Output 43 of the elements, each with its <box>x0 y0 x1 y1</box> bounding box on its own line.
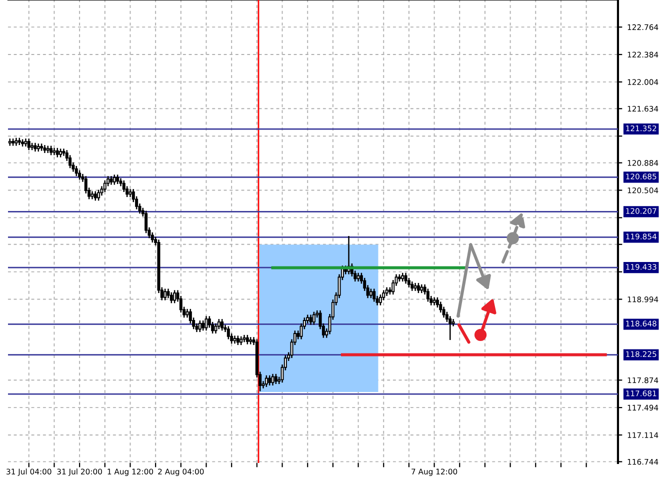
candlestick <box>166 288 170 299</box>
candlestick <box>217 318 220 330</box>
candlestick <box>122 180 126 193</box>
candlestick <box>436 296 439 308</box>
candlestick <box>202 320 205 332</box>
candlestick <box>74 165 78 177</box>
candlestick <box>312 311 316 326</box>
candlestick <box>78 170 82 180</box>
candlestick <box>150 232 154 244</box>
candlestick <box>404 272 408 284</box>
candlestick <box>226 326 230 340</box>
candlestick <box>170 292 173 304</box>
candlestick <box>56 147 59 158</box>
candlestick <box>173 290 176 304</box>
candlestick <box>236 335 240 346</box>
candlestick <box>246 334 249 345</box>
candlestick <box>274 373 278 385</box>
candlestick <box>97 189 100 202</box>
candlestick <box>268 374 272 386</box>
candlestick <box>94 190 97 202</box>
candlestick <box>50 145 53 156</box>
candlestick <box>144 210 148 234</box>
candlestick <box>448 316 452 341</box>
candlestick <box>27 138 30 151</box>
candlestick <box>410 280 414 292</box>
candlestick <box>426 288 430 302</box>
candlestick <box>416 282 420 294</box>
candlestick <box>407 277 410 288</box>
candlestick <box>439 301 442 314</box>
candlestick <box>103 180 106 193</box>
candlestick <box>372 288 376 302</box>
candlestick <box>112 174 116 186</box>
candlestick <box>264 374 268 388</box>
candlestick <box>378 294 382 306</box>
candlestick <box>271 373 274 386</box>
candlestick <box>198 320 202 333</box>
candlestick <box>164 288 167 301</box>
candlestick <box>220 318 224 332</box>
candlestick <box>204 316 208 332</box>
candlestick <box>116 174 120 185</box>
candlestick <box>369 288 372 299</box>
candlestick <box>309 314 312 326</box>
candlestick <box>214 322 218 334</box>
